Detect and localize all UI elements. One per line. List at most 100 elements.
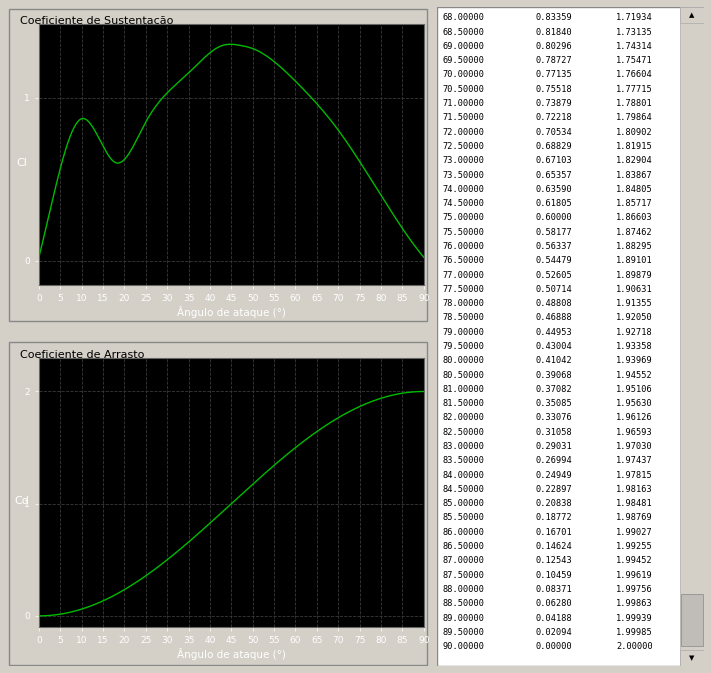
Text: 0.04188: 0.04188 — [536, 614, 572, 623]
Text: 84.50000: 84.50000 — [442, 485, 485, 494]
Y-axis label: Cl: Cl — [16, 157, 27, 168]
Text: 1.93358: 1.93358 — [616, 342, 653, 351]
Text: 86.50000: 86.50000 — [442, 542, 485, 551]
Text: 1.78801: 1.78801 — [616, 99, 653, 108]
FancyBboxPatch shape — [680, 7, 704, 24]
Text: 0.77135: 0.77135 — [536, 71, 572, 79]
Text: 72.50000: 72.50000 — [442, 142, 485, 151]
Text: 1.97437: 1.97437 — [616, 456, 653, 465]
Text: 1.99756: 1.99756 — [616, 585, 653, 594]
Text: 0.29031: 0.29031 — [536, 442, 572, 451]
Text: 1.99863: 1.99863 — [616, 599, 653, 608]
Text: 77.50000: 77.50000 — [442, 285, 485, 294]
Text: 70.00000: 70.00000 — [442, 71, 485, 79]
Text: 77.00000: 77.00000 — [442, 271, 485, 279]
Text: 1.98769: 1.98769 — [616, 513, 653, 522]
Text: 1.99985: 1.99985 — [616, 628, 653, 637]
Text: 87.50000: 87.50000 — [442, 571, 485, 579]
Text: 87.00000: 87.00000 — [442, 557, 485, 565]
Text: 75.50000: 75.50000 — [442, 227, 485, 237]
FancyBboxPatch shape — [437, 7, 704, 666]
Text: 1.87462: 1.87462 — [616, 227, 653, 237]
Text: 1.99619: 1.99619 — [616, 571, 653, 579]
Text: 1.95106: 1.95106 — [616, 385, 653, 394]
Text: 0.39068: 0.39068 — [536, 371, 572, 380]
Text: 71.00000: 71.00000 — [442, 99, 485, 108]
Text: 90.00000: 90.00000 — [442, 642, 485, 651]
FancyBboxPatch shape — [680, 650, 704, 666]
Text: 1.99939: 1.99939 — [616, 614, 653, 623]
FancyBboxPatch shape — [681, 594, 702, 647]
Text: 0.73879: 0.73879 — [536, 99, 572, 108]
Text: 1.74314: 1.74314 — [616, 42, 653, 51]
Text: 0.00000: 0.00000 — [536, 642, 572, 651]
Text: 0.60000: 0.60000 — [536, 213, 572, 222]
Text: 0.33076: 0.33076 — [536, 413, 572, 423]
Text: 83.50000: 83.50000 — [442, 456, 485, 465]
Text: 0.14624: 0.14624 — [536, 542, 572, 551]
Text: 1.94552: 1.94552 — [616, 371, 653, 380]
Text: 1.95630: 1.95630 — [616, 399, 653, 408]
Text: 1.88295: 1.88295 — [616, 242, 653, 251]
Text: 1.84805: 1.84805 — [616, 185, 653, 194]
Text: 0.78727: 0.78727 — [536, 57, 572, 65]
Text: 0.52605: 0.52605 — [536, 271, 572, 279]
Text: 0.83359: 0.83359 — [536, 13, 572, 22]
Text: 68.00000: 68.00000 — [442, 13, 485, 22]
Text: 0.08371: 0.08371 — [536, 585, 572, 594]
Text: 70.50000: 70.50000 — [442, 85, 485, 94]
Text: 0.46888: 0.46888 — [536, 314, 572, 322]
Text: 74.00000: 74.00000 — [442, 185, 485, 194]
Text: 74.50000: 74.50000 — [442, 199, 485, 208]
Y-axis label: Cd: Cd — [14, 496, 29, 506]
Text: 88.00000: 88.00000 — [442, 585, 485, 594]
Text: 0.31058: 0.31058 — [536, 428, 572, 437]
Text: 80.00000: 80.00000 — [442, 356, 485, 365]
Text: 1.83867: 1.83867 — [616, 170, 653, 180]
Text: 0.44953: 0.44953 — [536, 328, 572, 336]
Text: 1.98163: 1.98163 — [616, 485, 653, 494]
Text: 0.26994: 0.26994 — [536, 456, 572, 465]
Text: 83.00000: 83.00000 — [442, 442, 485, 451]
Text: 0.61805: 0.61805 — [536, 199, 572, 208]
Text: 1.81915: 1.81915 — [616, 142, 653, 151]
Text: 78.50000: 78.50000 — [442, 314, 485, 322]
Text: 1.99027: 1.99027 — [616, 528, 653, 537]
Text: 78.00000: 78.00000 — [442, 299, 485, 308]
Text: 1.71934: 1.71934 — [616, 13, 653, 22]
Text: 0.37082: 0.37082 — [536, 385, 572, 394]
Text: 0.10459: 0.10459 — [536, 571, 572, 579]
Text: 0.72218: 0.72218 — [536, 113, 572, 122]
Text: 80.50000: 80.50000 — [442, 371, 485, 380]
Text: 1.96593: 1.96593 — [616, 428, 653, 437]
Text: 0.41042: 0.41042 — [536, 356, 572, 365]
Text: 0.56337: 0.56337 — [536, 242, 572, 251]
Text: 0.68829: 0.68829 — [536, 142, 572, 151]
Text: 0.67103: 0.67103 — [536, 156, 572, 166]
Text: 82.00000: 82.00000 — [442, 413, 485, 423]
Text: 1.75471: 1.75471 — [616, 57, 653, 65]
Text: 73.00000: 73.00000 — [442, 156, 485, 166]
Text: 71.50000: 71.50000 — [442, 113, 485, 122]
Text: 82.50000: 82.50000 — [442, 428, 485, 437]
Text: ▲: ▲ — [689, 11, 695, 17]
Text: 1.80902: 1.80902 — [616, 128, 653, 137]
Text: 1.79864: 1.79864 — [616, 113, 653, 122]
Text: 69.00000: 69.00000 — [442, 42, 485, 51]
Text: 79.50000: 79.50000 — [442, 342, 485, 351]
Text: 84.00000: 84.00000 — [442, 470, 485, 480]
X-axis label: Ângulo de ataque (°): Ângulo de ataque (°) — [177, 648, 286, 660]
Text: 0.18772: 0.18772 — [536, 513, 572, 522]
Text: 1.73135: 1.73135 — [616, 28, 653, 36]
Text: Coeficiente de Sustentação: Coeficiente de Sustentação — [20, 16, 173, 26]
Text: 79.00000: 79.00000 — [442, 328, 485, 336]
Text: 89.50000: 89.50000 — [442, 628, 485, 637]
Text: 1.82904: 1.82904 — [616, 156, 653, 166]
Text: 0.43004: 0.43004 — [536, 342, 572, 351]
Text: 76.50000: 76.50000 — [442, 256, 485, 265]
Text: 0.02094: 0.02094 — [536, 628, 572, 637]
Text: 1.85717: 1.85717 — [616, 199, 653, 208]
Text: 0.63590: 0.63590 — [536, 185, 572, 194]
Text: 85.00000: 85.00000 — [442, 499, 485, 508]
Text: 2.00000: 2.00000 — [616, 642, 653, 651]
